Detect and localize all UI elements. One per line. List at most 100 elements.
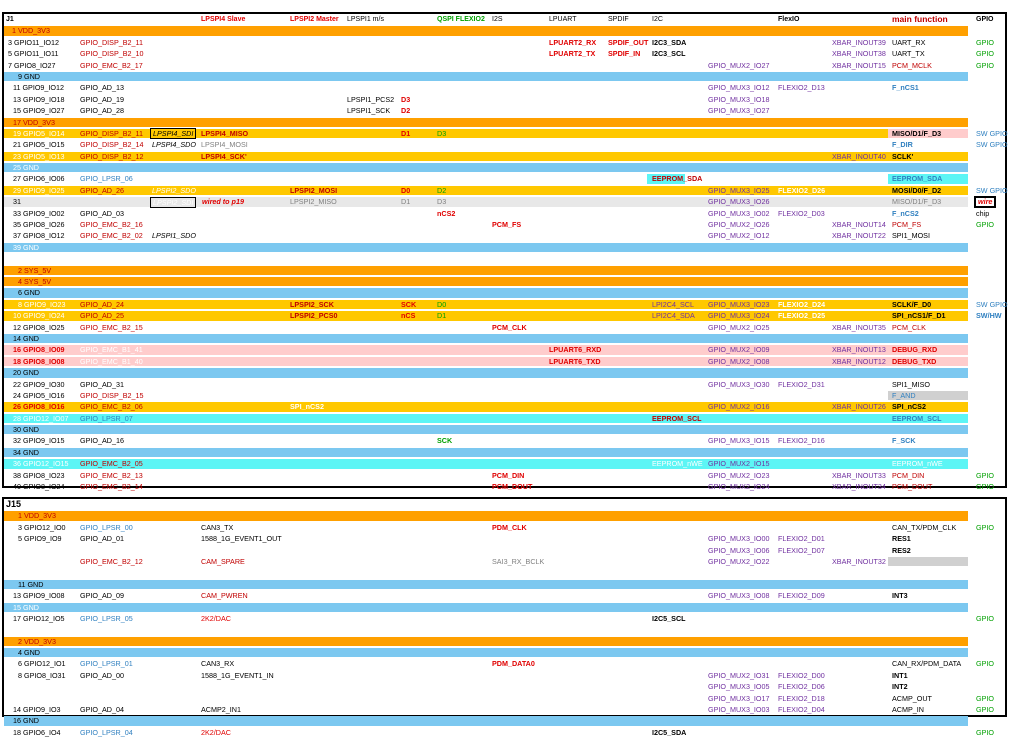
j1-row: 4 SYS_5V 5V xyxy=(4,276,1005,287)
j15-cell-nxp: GPIO_LPSR_01 xyxy=(80,659,133,669)
j15-row: GPIO_MUX3_IO17 FLEXIO2_D18 ACMP_OUT GPIO xyxy=(4,693,1005,704)
j1-cell-fg: GPIO_MUX2_IO23 xyxy=(708,470,770,480)
j1-cell-xbar: XBAR_INOUT13 xyxy=(832,345,886,355)
j1-cell-main: PCM_FS xyxy=(892,220,922,230)
cell-band xyxy=(647,174,685,184)
j15-cell-fg: GPIO_MUX3_IO03 xyxy=(708,705,770,715)
j1-cell-c1: LPUART6_TXD xyxy=(549,356,601,366)
j1-cell-main: PCM_MCLK xyxy=(892,60,932,70)
j1-cell-main: SPI_nCS2 xyxy=(892,402,926,412)
j1-cell-main: F_DIR xyxy=(892,140,913,150)
j15-cell-num: 8 GPIO8_IO31 xyxy=(18,670,66,680)
j1-cell-num: 4 SYS_5V xyxy=(18,276,52,286)
j15-cell-num: 18 GPIO6_IO4 xyxy=(13,727,61,737)
j1-cell-qf: D0 xyxy=(437,299,447,309)
j1-row: 1 VDD_3V3 xyxy=(4,25,1005,36)
j1-cell-main: EEPROM_nWE xyxy=(892,459,943,469)
j15-cell-fg: GPIO_MUX2_IO22 xyxy=(708,556,770,566)
j15-row: 16 GND xyxy=(4,715,1005,726)
j15-cell-c: CAM_PWREN xyxy=(201,591,248,601)
j1-cell-nxp: GPIO_EMC_B2_17 xyxy=(80,60,143,70)
j1-cell-nxp: GPIO_EMC_B1_40 xyxy=(80,356,143,366)
j1-cell-num: 14 GND xyxy=(13,333,39,343)
j15-cell-fx: FLEXIO2_D01 xyxy=(778,534,825,544)
row-band xyxy=(4,288,968,298)
j15-cell-num: 1 VDD_3V3 xyxy=(18,511,56,521)
row-band xyxy=(4,276,968,287)
j1-cell-c3: I2C3_SCL xyxy=(652,49,686,59)
j1-cell-nxp: GPIO_AD_03 xyxy=(80,208,124,218)
j1-row: 12 GPIO8_IO25 GPIO_EMC_B2_15 PCM_CLK GPIO_M… xyxy=(4,322,1005,333)
j1-cell-c3: EEPROM_SCL xyxy=(652,413,702,423)
j1-cell-qf: SCK xyxy=(437,436,453,446)
j1-cell-q: D1 xyxy=(401,128,411,138)
j1-cell-q: SCK xyxy=(401,299,417,309)
j15-cell-num: 2 VDD_3V3 xyxy=(18,636,56,646)
j1-cell-xbar: XBAR_INOUT14 xyxy=(832,220,886,230)
j1-cell-num: 28 GPIO12_IO07 xyxy=(13,413,69,423)
row-band xyxy=(4,265,968,275)
j1-title: J1 xyxy=(6,16,14,23)
j15-cell-nxp: GPIO_AD_00 xyxy=(80,670,124,680)
j1-cell-nxp: GPIO_LPSR_06 xyxy=(80,174,133,184)
j15-cell-gpio: GPIO xyxy=(976,522,994,532)
hdr-qspi-sw: QSPI SW xyxy=(401,16,431,23)
j1-cell-fg: GPIO_MUX3_IO15 xyxy=(708,436,770,446)
j15-cell-c: 2K2/DAC xyxy=(201,727,231,737)
row-band xyxy=(4,402,968,412)
row-band xyxy=(4,648,968,658)
j15-row: 11 GND xyxy=(4,579,1005,590)
hdr-lpspi4: LPSPI4 Slave xyxy=(201,16,246,23)
j1-cell-qf: D3 xyxy=(437,128,447,138)
j15-row: GPIO_MUX3_IO05 FLEXIO2_D06 INT2 xyxy=(4,681,1005,692)
j1-row: 39 GND xyxy=(4,242,1005,253)
hdr-main-function: main function xyxy=(892,14,948,24)
j1-cell-c1: LPUART6_RXD xyxy=(549,345,602,355)
j1-cell-num: 30 GND xyxy=(13,425,39,435)
j1-cell-num: 35 GPIO8_IO26 xyxy=(13,220,65,230)
j1-cell-fg: GPIO_MUX2_IO24 xyxy=(708,482,770,492)
j15-cell-fx: FLEXIO2_D04 xyxy=(778,705,825,715)
j15-row: 13 GPIO9_IO08 GPIO_AD_09 CAM_PWREN GPIO_MUX… xyxy=(4,590,1005,601)
row-band xyxy=(4,185,968,196)
j1-cell-sdi: LPSPI2_SDI xyxy=(150,196,197,208)
j1-row: 6 GND xyxy=(4,287,1005,298)
j1-row: 26 GPIO8_IO16 GPIO_EMC_B2_06 SPI_nCS2 GPIO_… xyxy=(4,401,1005,412)
j15-cell-fg: GPIO_MUX3_IO05 xyxy=(708,682,770,692)
j1-cell-q: D3 xyxy=(401,94,411,104)
j1-cell-fg: GPIO_MUX3_IO23 xyxy=(708,299,770,309)
j1-cell-gpio: 5V xyxy=(976,265,985,275)
j1-cell-main: UART_RX xyxy=(892,37,926,47)
j1-cell-fx: FLEXIO2_D25 xyxy=(778,311,826,321)
j15-cell-fx: FLEXIO2_D18 xyxy=(778,693,825,703)
j1-cell-fg: GPIO_MUX2_IO12 xyxy=(708,231,770,241)
j1-cell-num: 36 GPIO12_IO15 xyxy=(13,459,69,469)
j1-cell-xbar: XBAR_INOUT26 xyxy=(832,402,886,412)
j15-cell-fx: FLEXIO2_D00 xyxy=(778,670,825,680)
j1-cell-note: wired to p19 xyxy=(202,197,244,207)
j1-cell-nxp: GPIO_DISP_B2_14 xyxy=(80,140,144,150)
j1-cell-l4: LPSPI4_MOSI xyxy=(201,140,248,150)
j1-cell-i2s: PCM_DIN xyxy=(492,470,525,480)
hdr-gpio: GPIO xyxy=(976,16,994,23)
hdr-flexio: FlexIO xyxy=(778,16,800,23)
main-cell-band xyxy=(888,556,968,567)
j1-cell-q: nCS xyxy=(401,311,416,321)
j1-cell-num: 21 GPIO5_IO15 xyxy=(13,140,65,150)
j1-cell-num: 15 GPIO9_IO27 xyxy=(13,106,65,116)
j15-cell-i2s: PDM_CLK xyxy=(492,522,527,532)
row-band xyxy=(4,356,968,367)
hdr-signal-name: signal name xyxy=(40,16,78,23)
j15-cell-num: 3 GPIO12_IO0 xyxy=(18,522,66,532)
j15-cell-fg: GPIO_MUX3_IO00 xyxy=(708,534,770,544)
j15-cell-nxp: GPIO_LPSR_04 xyxy=(80,727,133,737)
j1-cell-num: 20 GND xyxy=(13,368,39,378)
j1-row: 5 GPIO11_IO11 GPIO_DISP_B2_10 LPUART2_TX SP… xyxy=(4,48,1005,59)
j15-cell-gpio: GPIO xyxy=(976,705,994,715)
j15-row: 8 GPIO8_IO31 GPIO_AD_00 1588_1G_EVENT1_IN G… xyxy=(4,670,1005,681)
j1-cell-num: 26 GPIO8_IO16 xyxy=(13,402,65,412)
j1-cell-q: D2 xyxy=(401,106,411,116)
row-band xyxy=(4,242,968,253)
j15-cell-fg: GPIO_MUX3_IO17 xyxy=(708,693,770,703)
j15-cell-fg: GPIO_MUX2_IO31 xyxy=(708,670,770,680)
